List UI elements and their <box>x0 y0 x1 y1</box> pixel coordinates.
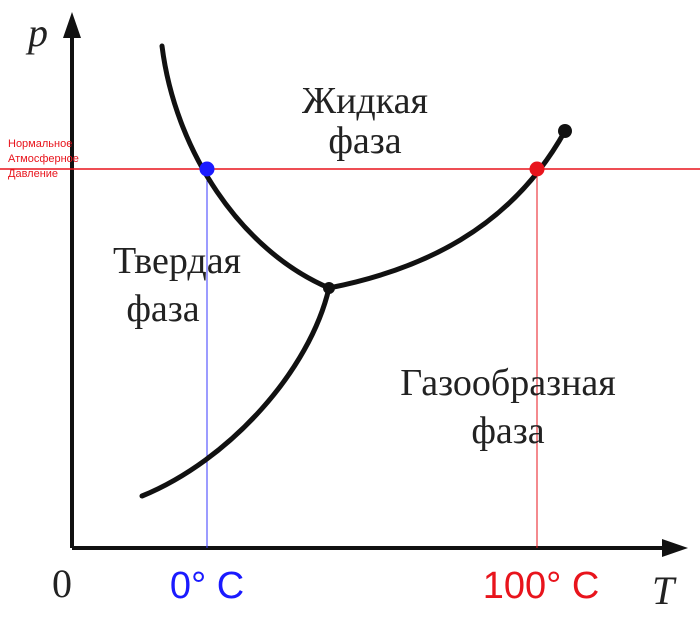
liquid-phase-label-1: Жидкая <box>302 80 428 122</box>
boiling-point-marker <box>529 161 545 177</box>
liquid-phase-label-2: фаза <box>328 120 401 162</box>
origin-label: 0 <box>52 561 72 606</box>
y-axis-arrow <box>63 12 81 38</box>
y-axis-label: p <box>25 10 48 55</box>
pressure-label-line-1: Нормальное <box>8 138 72 150</box>
pressure-label-line-2: Атмосферное <box>8 153 79 165</box>
freeze-tick-label: 0° C <box>170 565 244 607</box>
triple-point <box>323 282 335 294</box>
sublimation-curve <box>139 285 332 499</box>
freezing-point-marker <box>199 161 215 177</box>
critical-point <box>558 124 572 138</box>
solid-phase-label-1: Твердая <box>113 240 241 282</box>
boil-tick-label: 100° C <box>483 565 600 607</box>
pressure-label-line-3: Давление <box>8 168 58 180</box>
solid-phase-label-2: фаза <box>126 288 199 330</box>
melting-curve <box>159 43 332 291</box>
gas-phase-label-2: фаза <box>471 410 544 452</box>
gas-phase-label-1: Газообразная <box>400 362 616 404</box>
x-axis-arrow <box>662 539 688 557</box>
x-axis-label: T <box>652 568 677 613</box>
